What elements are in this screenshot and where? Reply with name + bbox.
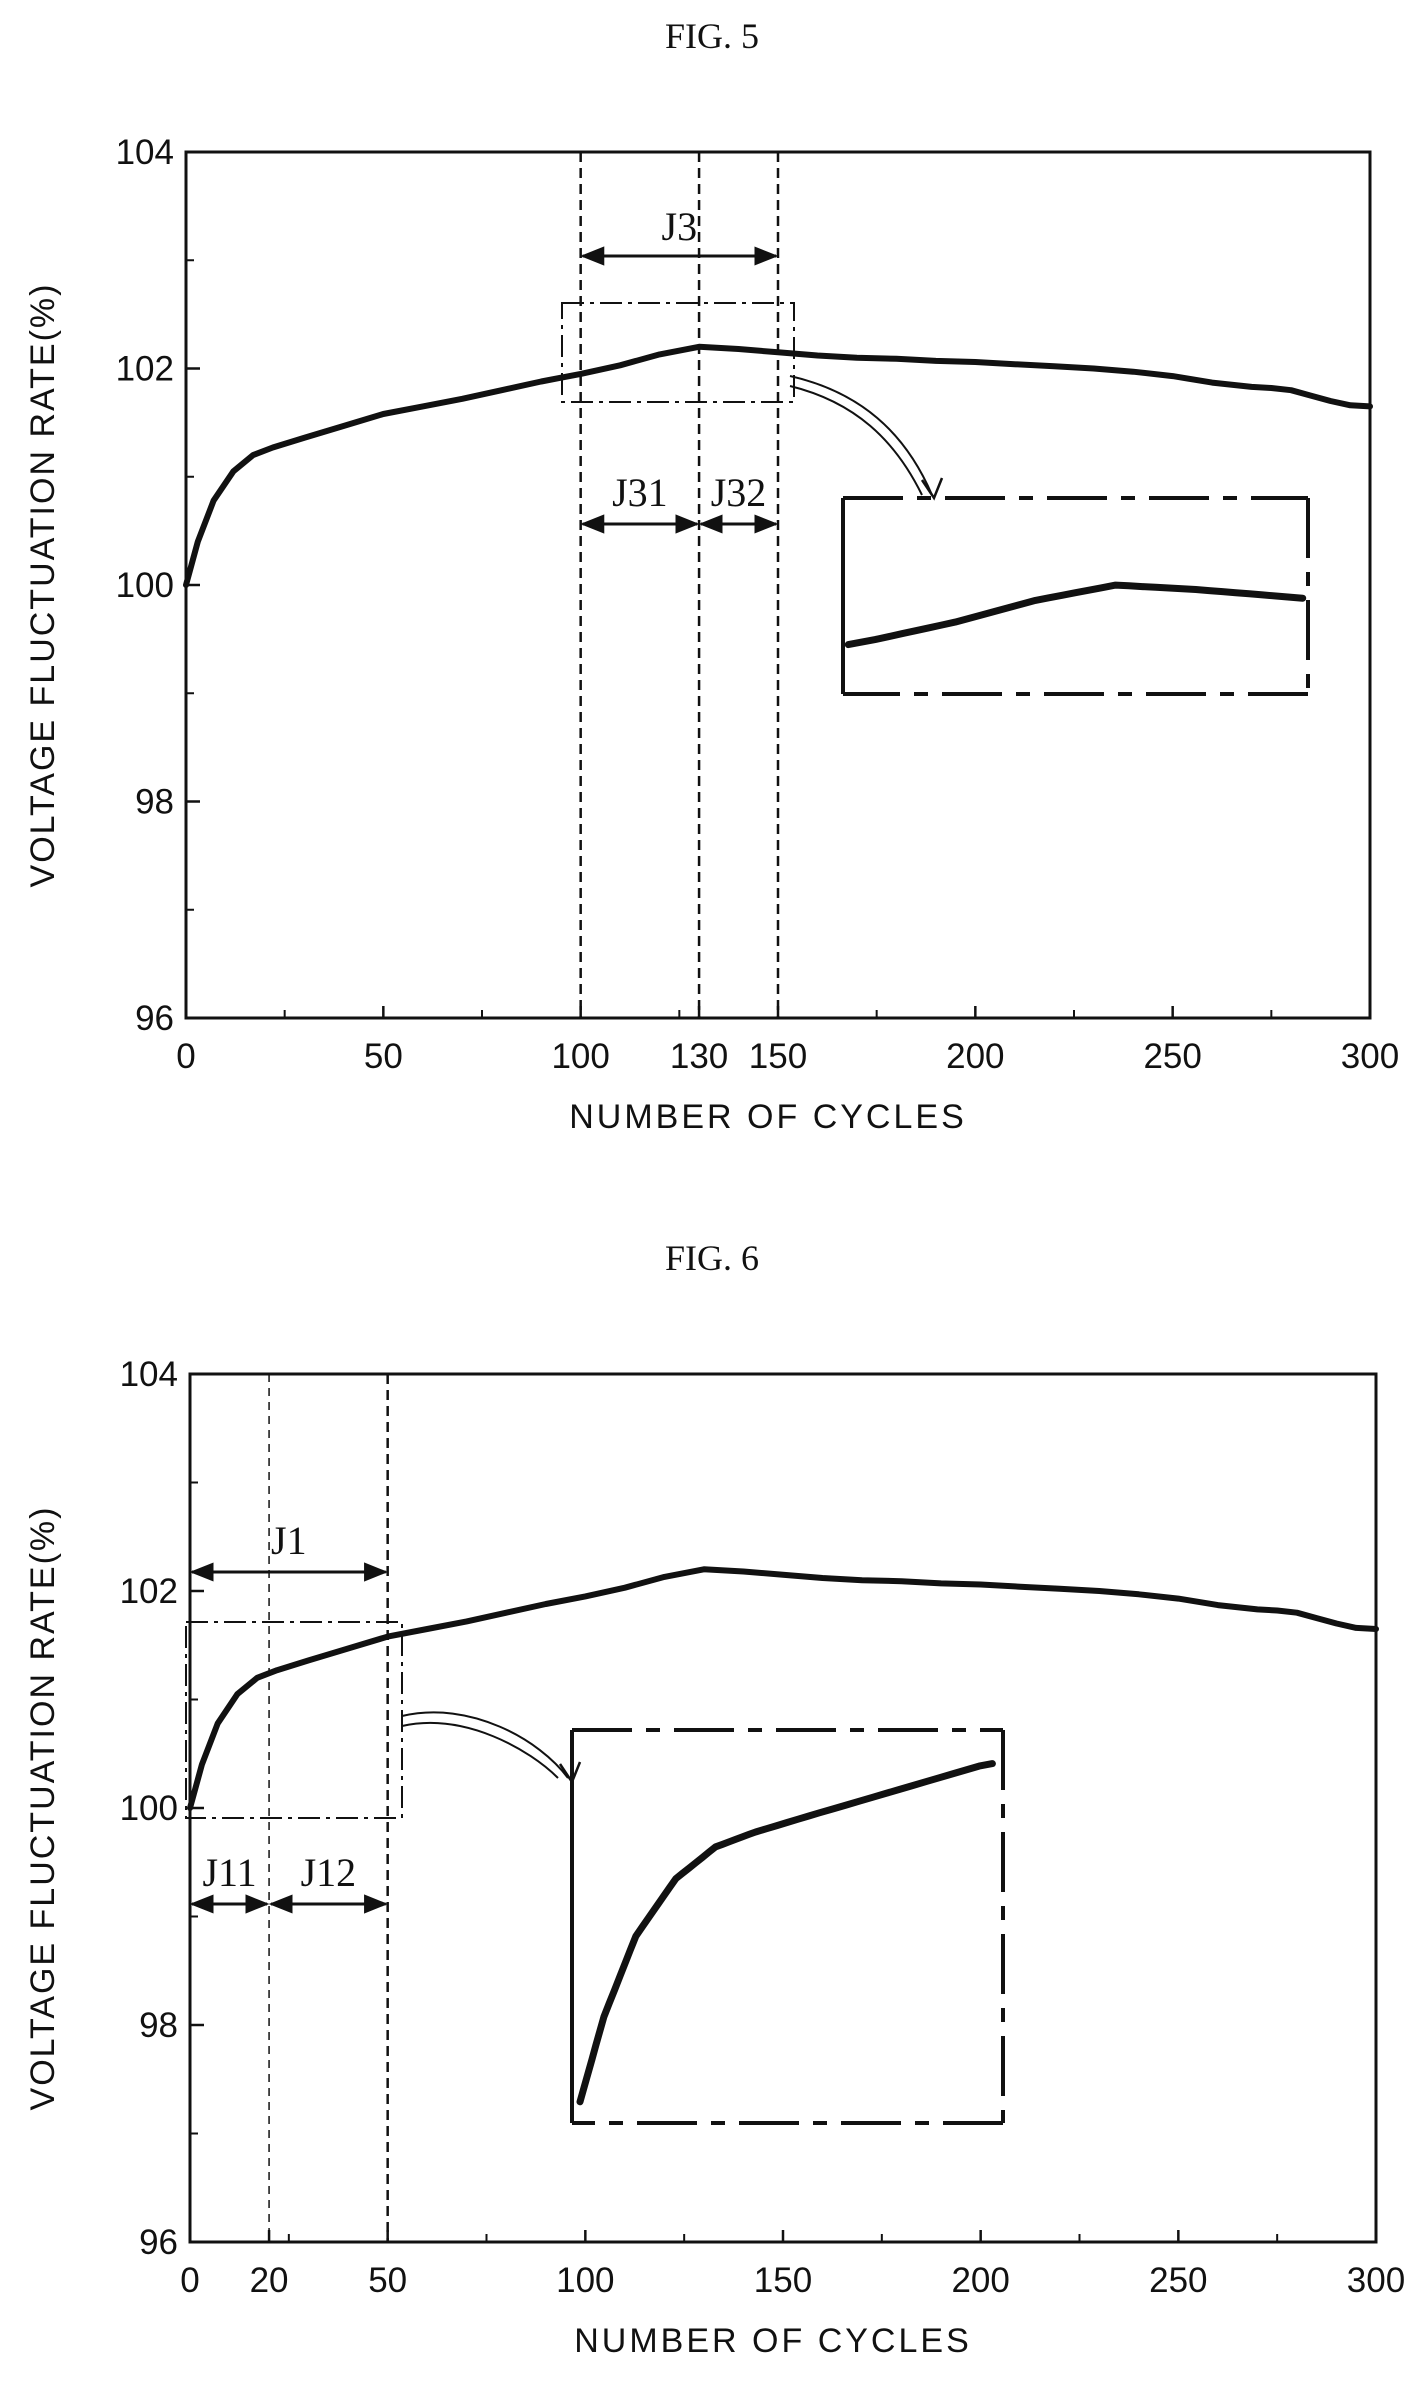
x-tick-label: 130 [670, 1037, 728, 1076]
inset-magnified-line [844, 581, 1307, 649]
x-tick-label: 100 [551, 1037, 609, 1076]
interval-label-j32: J32 [711, 470, 767, 515]
x-tick-label: 250 [1149, 2261, 1207, 2300]
x-tick-label: 50 [364, 1037, 403, 1076]
x-tick-label: 150 [749, 1037, 807, 1076]
x-tick-label: 150 [754, 2261, 812, 2300]
zoom-region-box [561, 302, 795, 403]
figure-title: FIG. 6 [665, 1238, 759, 1278]
data-series-line [183, 343, 1373, 588]
interval-label-j1: J1 [271, 1518, 307, 1563]
inset-magnified-line [576, 1760, 996, 2106]
y-tick-label: 96 [135, 999, 174, 1038]
x-tick-label: 200 [951, 2261, 1009, 2300]
y-tick-label: 102 [120, 1572, 178, 1611]
zoom-region-box [185, 1621, 403, 1819]
figure-title: FIG. 5 [665, 16, 759, 56]
y-tick-label: 98 [139, 2006, 178, 2045]
x-tick-label: 50 [368, 2261, 407, 2300]
x-tick-label: 100 [556, 2261, 614, 2300]
y-axis-label: VOLTAGE FLUCTUATION RATE(%) [24, 283, 62, 888]
interval-label-j3: J3 [662, 204, 698, 249]
x-axis-label: NUMBER OF CYCLES [574, 2322, 972, 2360]
x-tick-label: 20 [250, 2261, 289, 2300]
fig6-chart: FIG. 6 96 98 100 102 104 0 20 50 100 150 200 250 300 N… [24, 1238, 1405, 2360]
x-axis-label: NUMBER OF CYCLES [569, 1098, 967, 1136]
x-tick-label: 300 [1347, 2261, 1405, 2300]
zoom-connector-inner [789, 385, 923, 496]
y-tick-label: 102 [116, 350, 174, 389]
x-tick-label: 250 [1143, 1037, 1201, 1076]
y-tick-label: 98 [135, 783, 174, 822]
interval-label-j11: J11 [202, 1850, 256, 1895]
y-tick-label: 104 [120, 1355, 178, 1394]
x-tick-label: 0 [180, 2261, 199, 2300]
x-tick-label: 300 [1341, 1037, 1399, 1076]
x-tick-label: 0 [176, 1037, 195, 1076]
y-tick-label: 96 [139, 2223, 178, 2262]
y-tick-label: 100 [116, 566, 174, 605]
data-series-line [187, 1566, 1379, 1811]
zoom-connector-outer [401, 1711, 569, 1779]
x-tick-label: 200 [946, 1037, 1004, 1076]
interval-label-j12: J12 [301, 1850, 357, 1895]
y-axis-label: VOLTAGE FLUCTUATION RATE(%) [24, 1506, 62, 2111]
zoom-connector-outer [789, 375, 933, 496]
fig5-chart: FIG. 5 96 98 100 102 104 0 50 100 130 150 200 250 300… [24, 16, 1399, 1136]
interval-label-j31: J31 [612, 470, 668, 515]
zoom-connector-inner [401, 1722, 559, 1779]
y-tick-label: 100 [120, 1789, 178, 1828]
plot-frame [188, 1372, 1378, 2244]
y-tick-label: 104 [116, 133, 174, 172]
zoom-connector-arrowhead [920, 477, 944, 501]
